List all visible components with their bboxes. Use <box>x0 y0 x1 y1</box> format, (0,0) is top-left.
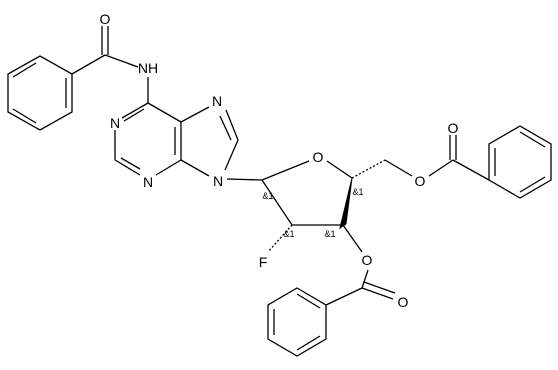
atom-label: N <box>213 173 223 189</box>
bonds <box>7 26 552 357</box>
atom-label: O <box>398 294 409 310</box>
atom-label: O <box>415 173 426 189</box>
atom-label: O <box>313 149 324 165</box>
atom-label: N <box>212 93 222 109</box>
atom-label: O <box>100 11 111 27</box>
atom-labels: NH O N N N N O O O O O F &1 &1 &1 &1 <box>100 11 459 310</box>
atom-label: F <box>259 254 268 270</box>
stereo-label: &1 <box>262 191 273 201</box>
atom-label: O <box>448 120 459 136</box>
atom-label: O <box>362 252 373 268</box>
stereo-label: &1 <box>283 229 294 239</box>
stereo-label: &1 <box>352 187 363 197</box>
stereo-label: &1 <box>324 229 335 239</box>
atom-label: N <box>143 174 153 190</box>
atom-label: NH <box>138 60 158 76</box>
atom-label: N <box>110 115 120 131</box>
